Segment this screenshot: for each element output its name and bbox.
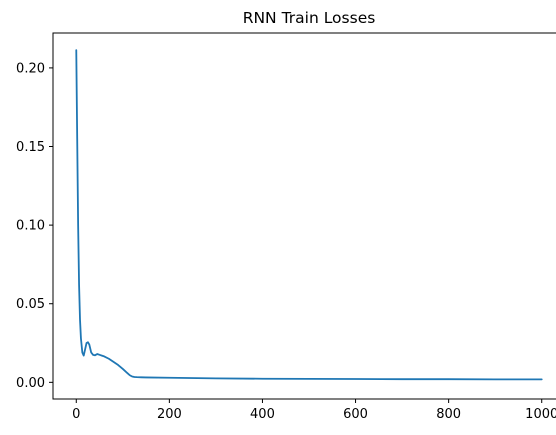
- x-tick-label: 600: [343, 407, 368, 422]
- chart-title: RNN Train Losses: [243, 9, 376, 27]
- y-tick-label: 0.00: [16, 376, 45, 391]
- y-axis: 0.00 0.05 0.10 0.15 0.20: [16, 61, 53, 391]
- x-tick-label: 0: [72, 407, 80, 422]
- plot-frame: [52, 32, 556, 400]
- x-axis: 0 200 400 600 800 1000: [72, 399, 556, 422]
- x-tick-label: 200: [157, 407, 182, 422]
- x-tick-label: 400: [250, 407, 275, 422]
- x-tick-label: 1000: [525, 407, 556, 422]
- series-line: [75, 49, 543, 381]
- y-tick-label: 0.05: [16, 297, 45, 312]
- y-tick-label: 0.10: [16, 219, 45, 234]
- x-tick-label: 800: [436, 407, 461, 422]
- y-tick-label: 0.20: [16, 61, 45, 76]
- y-tick-label: 0.15: [16, 140, 45, 155]
- series-layer: [75, 49, 543, 381]
